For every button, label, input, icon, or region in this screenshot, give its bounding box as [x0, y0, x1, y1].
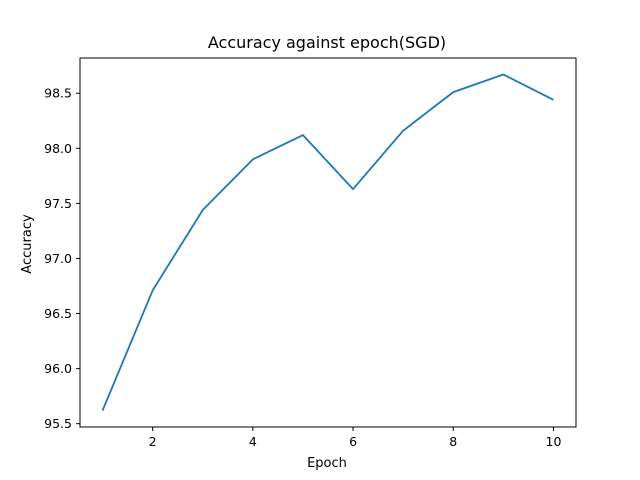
x-tick-label-2: 6 [349, 434, 357, 449]
x-axis-label: Epoch [307, 456, 347, 471]
y-tick-label-5: 98.0 [44, 141, 72, 156]
y-tick-label-1: 96.0 [44, 361, 72, 376]
x-tick-label-0: 2 [149, 434, 157, 449]
y-tick-label-4: 97.5 [44, 196, 72, 211]
x-tick-label-3: 8 [449, 434, 457, 449]
axes-frame [79, 57, 577, 428]
x-tick-label-1: 4 [249, 434, 257, 449]
y-tick-label-0: 95.5 [44, 416, 72, 431]
series-line-0 [101, 73, 554, 411]
x-tick-label-4: 10 [546, 434, 562, 449]
y-axis-label: Accuracy [20, 214, 35, 274]
y-tick-label-3: 97.0 [44, 251, 72, 266]
chart-title: Accuracy against epoch(SGD) [208, 33, 446, 52]
y-tick-label-6: 98.5 [44, 86, 72, 101]
plot-area: 2 4 6 8 10 95.5 96.0 96.5 97.0 97.5 98.0 98.5 [44, 57, 577, 449]
y-tick-label-2: 96.5 [44, 306, 72, 321]
